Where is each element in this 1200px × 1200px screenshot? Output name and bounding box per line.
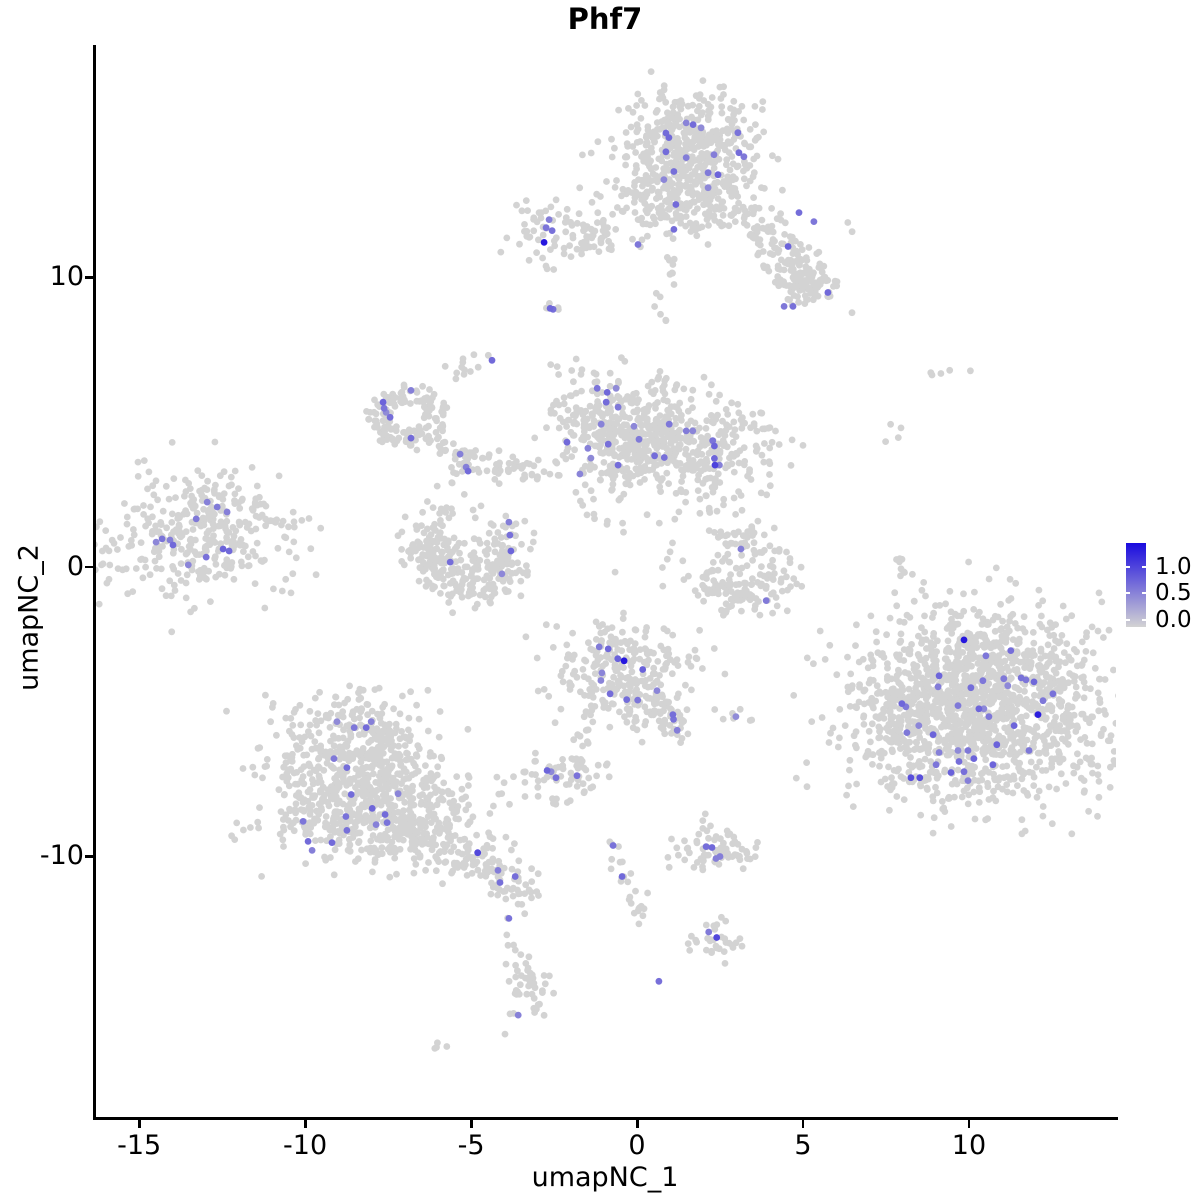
legend-tick-mark xyxy=(1142,565,1146,568)
legend-tick-label: 0.0 xyxy=(1155,607,1192,634)
x-tick-mark xyxy=(801,1120,805,1128)
scatter-canvas xyxy=(96,68,1116,1052)
x-tick-mark xyxy=(967,1120,971,1128)
y-tick-label: 0 xyxy=(66,550,84,582)
x-tick-label: -10 xyxy=(283,1130,328,1161)
x-tick-label: -5 xyxy=(457,1130,485,1161)
y-tick-mark xyxy=(85,565,93,569)
plot-panel xyxy=(93,45,1118,1120)
legend-tick-label: 0.5 xyxy=(1155,580,1192,607)
legend-tick-mark xyxy=(1142,592,1146,595)
legend-tick-mark xyxy=(1126,619,1130,622)
legend-tick-mark xyxy=(1126,592,1130,595)
legend-tick-mark xyxy=(1126,565,1130,568)
legend-tick-label: 1.0 xyxy=(1155,553,1192,580)
x-tick-label: -15 xyxy=(117,1130,162,1161)
y-tick-mark xyxy=(85,276,93,279)
x-tick-label: 10 xyxy=(951,1130,987,1161)
y-tick-label: 10 xyxy=(49,261,84,293)
x-tick-label: 0 xyxy=(628,1130,646,1161)
x-tick-mark xyxy=(636,1120,639,1128)
legend-colorbar xyxy=(1126,543,1146,627)
x-tick-label: 5 xyxy=(794,1130,812,1161)
x-tick-mark xyxy=(470,1120,473,1128)
legend-tick-mark xyxy=(1142,619,1146,622)
y-axis-title: umapNC_2 xyxy=(13,544,45,691)
x-tick-mark xyxy=(304,1120,307,1128)
y-tick-mark xyxy=(85,855,93,858)
y-tick-label: -10 xyxy=(39,840,84,872)
x-axis-title: umapNC_1 xyxy=(531,1162,679,1193)
plot-title: Phf7 xyxy=(567,2,643,36)
x-tick-mark xyxy=(138,1120,141,1128)
